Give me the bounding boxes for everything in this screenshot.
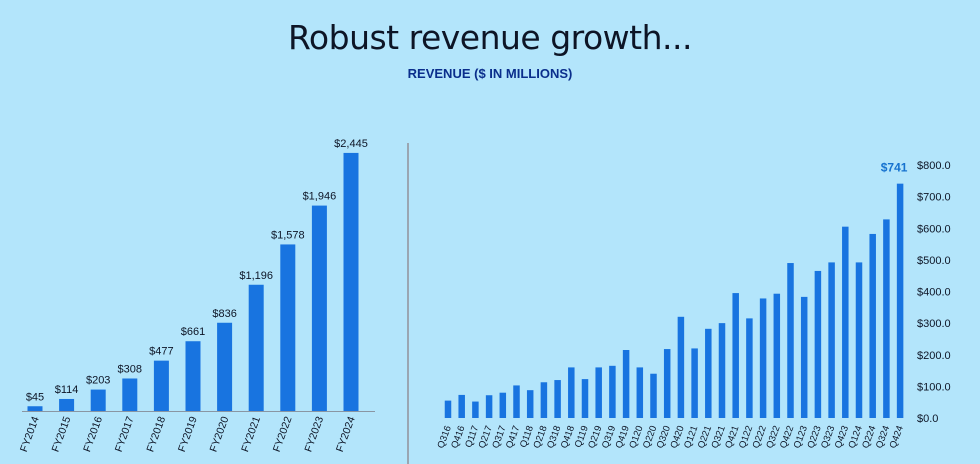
bar-fy2016: [90, 389, 106, 411]
y-tick-label-300: $300.0: [917, 318, 951, 330]
bar-q418: [568, 367, 575, 418]
bar-q419: [622, 350, 630, 418]
bar-q420: [677, 316, 685, 418]
bar-fy2024: [343, 152, 359, 411]
bar-q121: [691, 348, 698, 418]
bar-q223: [814, 270, 822, 418]
page-title: Robust revenue growth...: [287, 18, 693, 57]
bar-fy2022: [280, 244, 296, 411]
data-label-fy2015: $114: [55, 384, 79, 396]
bar-fy2018: [153, 360, 169, 411]
data-label-fy2021: $1,196: [239, 270, 273, 282]
bar-q217: [485, 395, 493, 418]
bar-q322: [773, 293, 781, 418]
bar-q417: [513, 385, 520, 418]
bar-fy2017: [122, 378, 138, 411]
bar-q421: [732, 293, 739, 418]
bar-q316: [444, 400, 452, 418]
bar-q219: [595, 367, 602, 418]
data-label-fy2020: $836: [212, 308, 236, 320]
bar-q122: [746, 318, 753, 418]
y-tick-label-400: $400.0: [917, 287, 951, 299]
bar-fy2021: [248, 284, 264, 411]
data-label-fy2016: $203: [86, 375, 110, 387]
data-label-fy2019: $661: [181, 326, 205, 338]
bar-q318: [554, 380, 561, 418]
bar-q120: [636, 367, 644, 418]
data-label-fy2014: $45: [26, 391, 44, 403]
y-tick-label-200: $200.0: [917, 350, 951, 362]
bar-q323: [828, 262, 835, 418]
bar-fy2023: [311, 205, 327, 411]
bar-fy2014: [27, 406, 43, 411]
bar-q422: [787, 263, 794, 418]
bar-q320: [663, 349, 671, 418]
bar-q117: [472, 401, 479, 418]
bar-q321: [718, 323, 726, 418]
bar-q416: [458, 394, 465, 418]
bar-q118: [526, 390, 534, 418]
bar-q123: [800, 296, 808, 418]
bar-q221: [705, 328, 712, 418]
chart-divider: [407, 143, 409, 464]
y-tick-label-700: $700.0: [917, 192, 951, 204]
bar-q423: [842, 226, 849, 418]
bar-q224: [869, 233, 876, 418]
data-label-fy2024: $2,445: [334, 138, 368, 150]
y-tick-label-500: $500.0: [917, 255, 951, 267]
y-tick-label-100: $100.0: [917, 381, 951, 393]
bar-q319: [609, 365, 616, 418]
highlight-data-label-q424: $741: [881, 161, 908, 175]
chart-subtitle: REVENUE ($ IN MILLIONS): [407, 66, 573, 81]
y-tick-label-0: $0.0: [917, 413, 938, 425]
bar-q220: [650, 373, 657, 418]
bar-q317: [499, 392, 507, 418]
bar-q222: [759, 298, 767, 418]
data-label-fy2017: $308: [118, 363, 142, 375]
bar-q124: [855, 262, 863, 418]
bar-fy2019: [185, 341, 201, 411]
bar-fy2015: [59, 398, 75, 411]
y-tick-label-600: $600.0: [917, 223, 951, 235]
y-tick-label-800: $800.0: [917, 160, 951, 172]
annual-revenue-chart: $45FY2014$114FY2015$203FY2016$308FY2017$…: [18, 138, 375, 454]
data-label-fy2023: $1,946: [303, 191, 337, 203]
bar-q324: [883, 219, 890, 418]
bar-q424: [896, 183, 904, 418]
data-label-fy2022: $1,578: [271, 229, 305, 241]
bar-q119: [581, 379, 589, 418]
bar-q218: [540, 382, 548, 418]
bar-fy2020: [217, 322, 233, 411]
data-label-fy2018: $477: [149, 346, 173, 358]
